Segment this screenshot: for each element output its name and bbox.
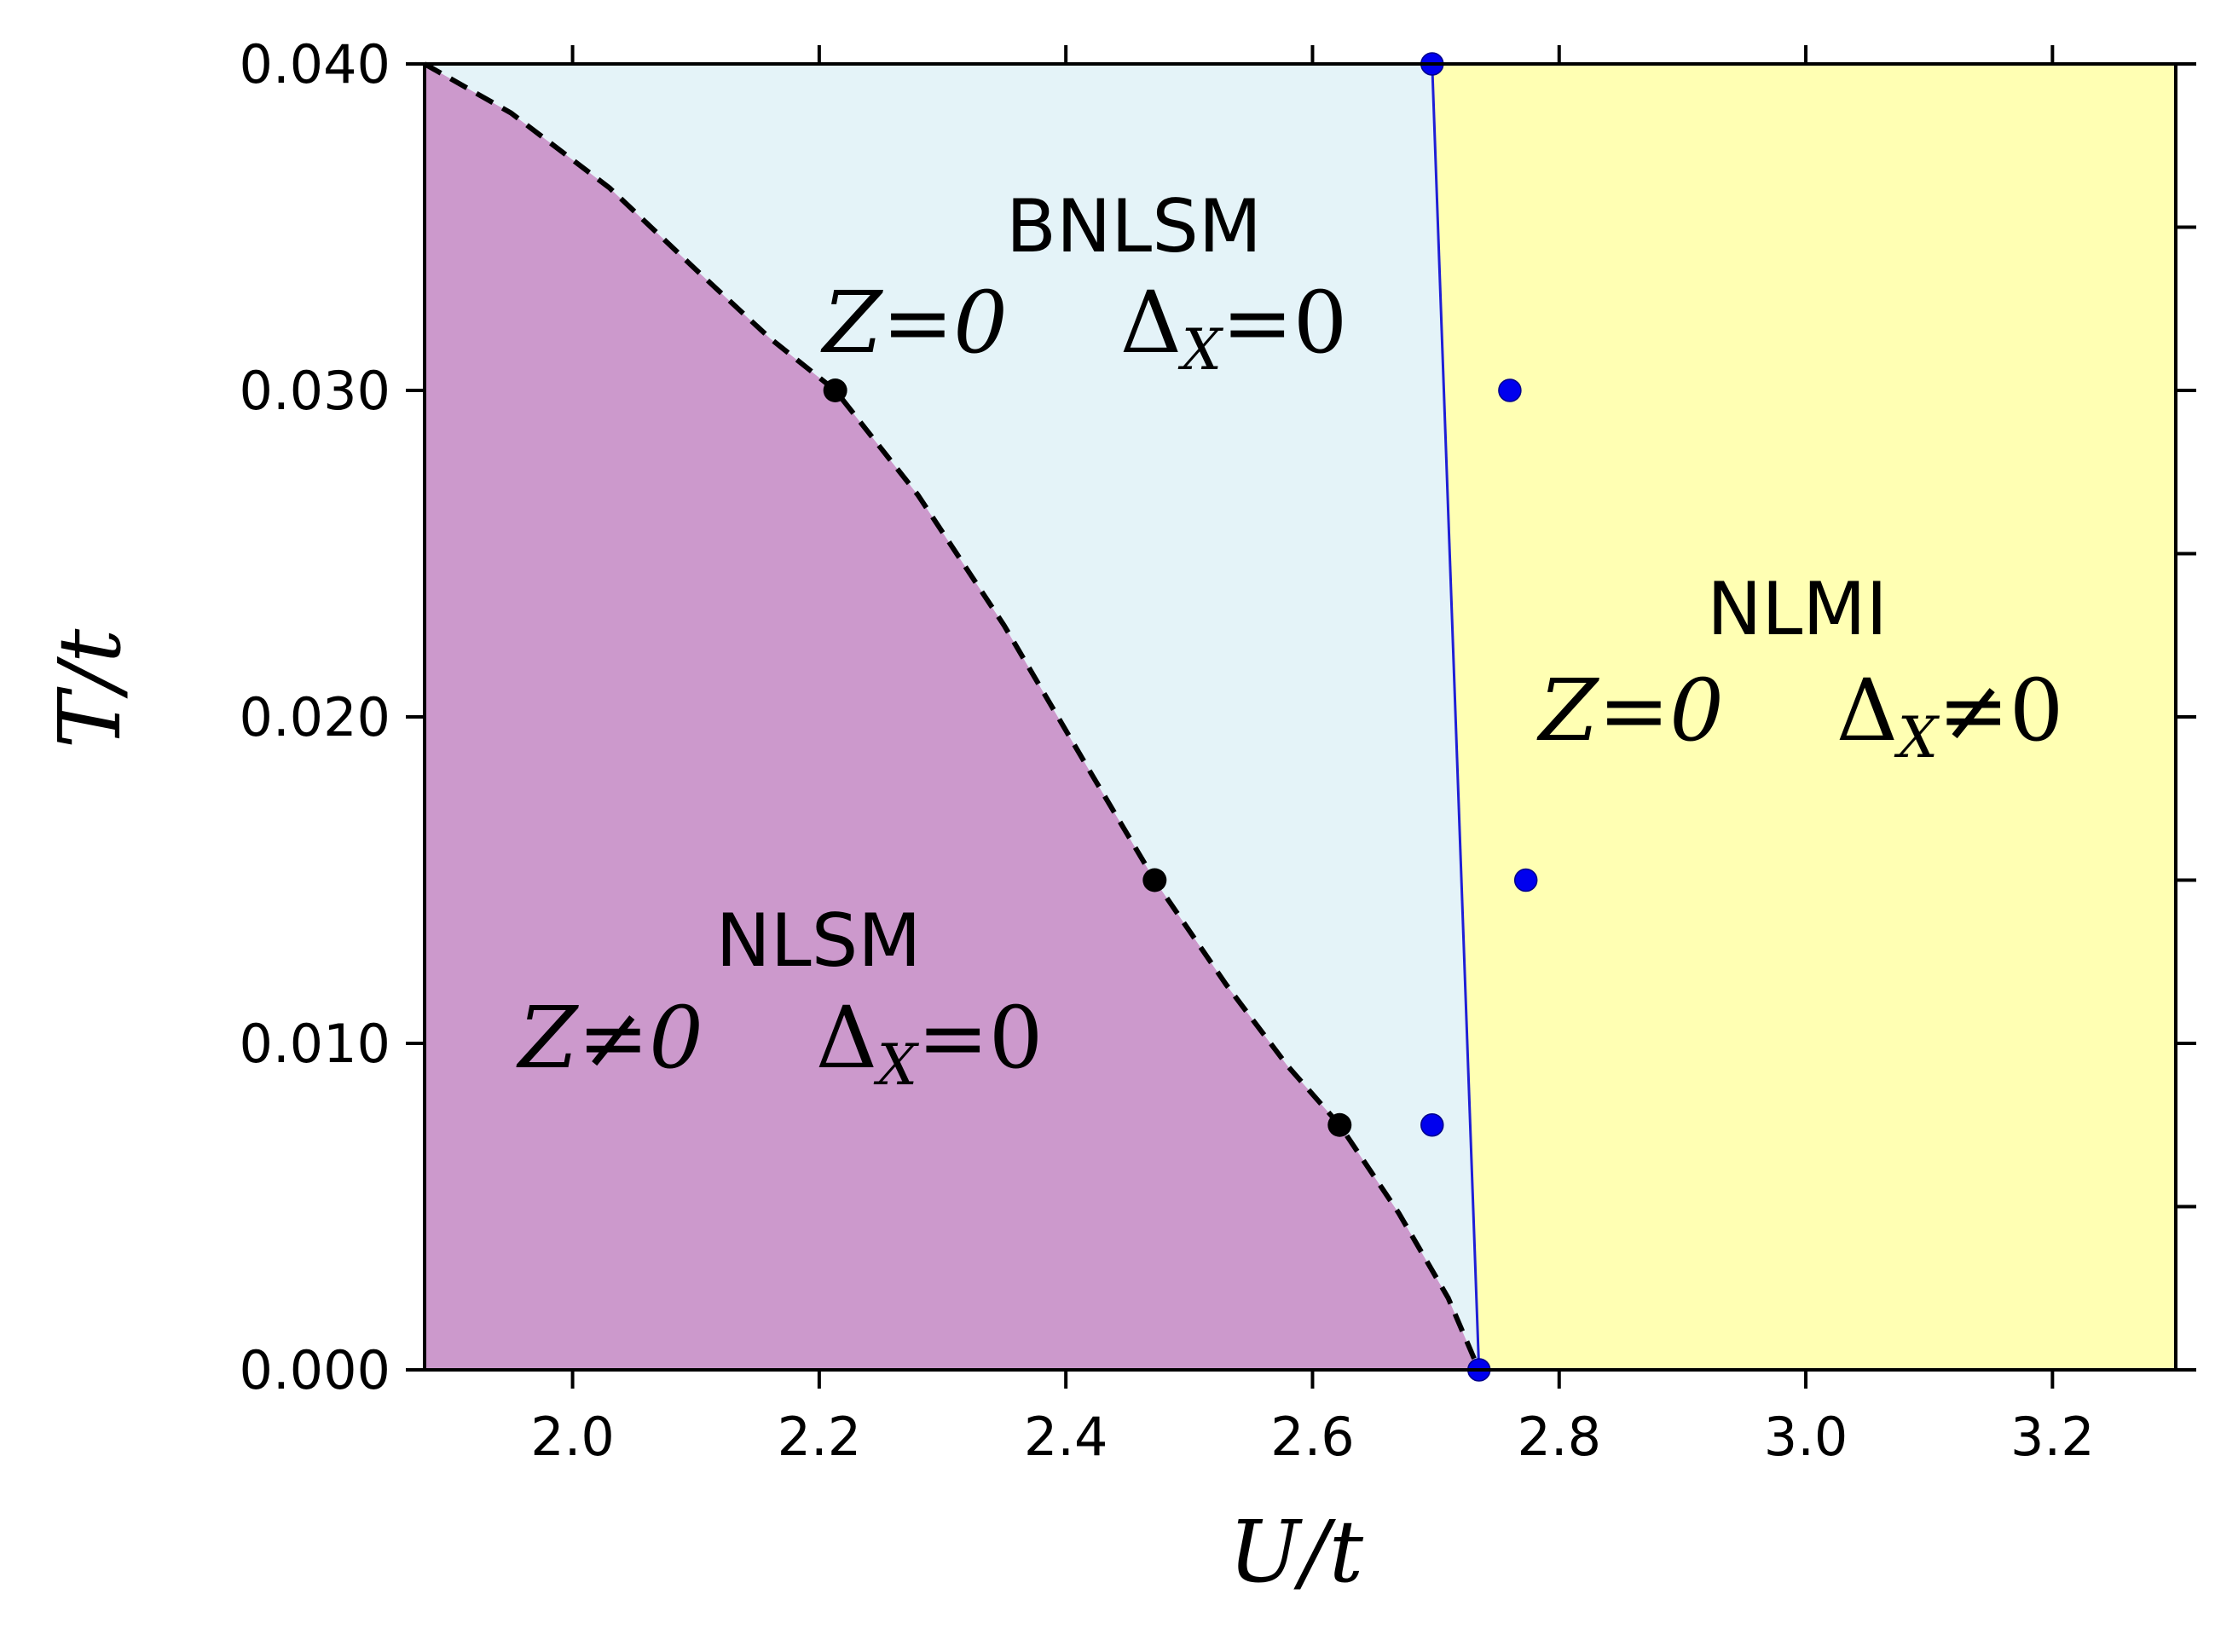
- x-tick-label-6: 3.2: [2010, 1406, 2095, 1468]
- y-axis-ticks: 0.000 0.010 0.020 0.030 0.040: [240, 33, 2196, 1401]
- region-label-bnlsm: BNLSM: [1006, 184, 1262, 269]
- y-tick-label-1: 0.010: [240, 1013, 391, 1075]
- region-nlsm: [425, 64, 1479, 1370]
- dashed-boundary-curve: [423, 61, 1482, 1372]
- condition-delta-rel-nlsm: =0: [917, 988, 1043, 1088]
- condition-delta-sub-bnlsm: X: [1177, 317, 1224, 383]
- black-data-point-0: [823, 378, 847, 402]
- x-axis-ticks: 2.0 2.2 2.4 2.6 2.8 3.0 3.2: [530, 45, 2095, 1468]
- region-condition-bnlsm: Z=0 ΔX=0: [820, 273, 1347, 383]
- x-tick-label-2: 2.4: [1024, 1406, 1108, 1468]
- condition-spacer: [789, 988, 816, 1088]
- region-condition-nlmi: Z=0 ΔX≠0: [1536, 661, 2063, 771]
- condition-delta-nlsm: Δ: [816, 988, 877, 1088]
- blue-boundary-line: [1431, 63, 1481, 1371]
- region-bnlsm: [425, 64, 1479, 1370]
- condition-z-nlmi: Z=0: [1536, 661, 1724, 760]
- y-tick-label-0: 0.000: [240, 1339, 391, 1401]
- condition-delta-bnlsm: Δ: [1120, 273, 1182, 373]
- region-condition-nlsm: Z≠0 ΔX=0: [516, 988, 1043, 1098]
- condition-delta-sub-nlsm: X: [873, 1032, 920, 1098]
- condition-delta-sub-nlmi: X: [1894, 705, 1940, 771]
- x-tick-label-1: 2.2: [778, 1406, 862, 1468]
- black-points-group: [823, 378, 1352, 1137]
- condition-z-bnlsm: Z=0: [820, 273, 1008, 373]
- blue-data-point-3: [1420, 1113, 1444, 1137]
- blue-data-point-1: [1498, 378, 1522, 402]
- y-tick-label-3: 0.030: [240, 360, 391, 422]
- x-tick-label-4: 2.8: [1517, 1406, 1601, 1468]
- x-axis-label: U/t: [1229, 1502, 1364, 1602]
- x-tick-label-3: 2.6: [1270, 1406, 1355, 1468]
- region-label-nlsm: NLSM: [715, 898, 921, 984]
- black-data-point-2: [1327, 1112, 1352, 1137]
- condition-spacer: [1809, 661, 1836, 760]
- x-tick-label-0: 2.0: [530, 1406, 615, 1468]
- region-label-nlmi: NLMI: [1707, 567, 1888, 652]
- condition-z-nlsm: Z≠0: [516, 988, 703, 1088]
- condition-delta-rel-nlmi: ≠0: [1938, 661, 2063, 760]
- y-tick-label-2: 0.020: [240, 686, 391, 748]
- y-axis-label: T/t: [40, 628, 140, 748]
- region-nlmi: [1431, 64, 2176, 1370]
- condition-delta-rel-bnlsm: =0: [1222, 273, 1347, 373]
- condition-spacer: [1093, 273, 1120, 373]
- black-data-point-1: [1142, 868, 1167, 892]
- blue-data-point-2: [1513, 868, 1538, 892]
- plot-area: [423, 52, 2176, 1382]
- y-tick-label-4: 0.040: [240, 33, 391, 95]
- x-tick-label-5: 3.0: [1764, 1406, 1848, 1468]
- condition-delta-nlmi: Δ: [1836, 661, 1898, 760]
